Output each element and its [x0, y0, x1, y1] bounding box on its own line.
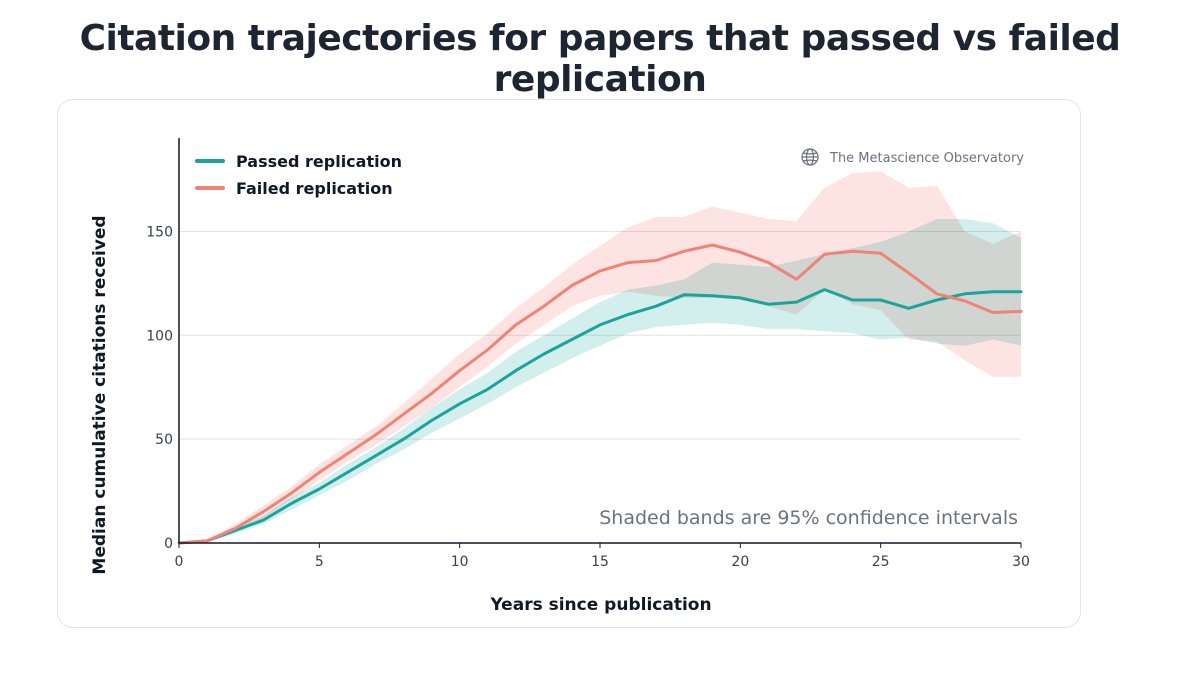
x-tick-label-25: 25 — [872, 554, 890, 570]
x-tick-label-5: 5 — [315, 554, 324, 570]
series-lines — [177, 243, 1023, 545]
legend-label-passed: Passed replication — [236, 152, 402, 171]
confidence-band-failed — [179, 171, 1021, 543]
globe-icon — [801, 148, 819, 166]
x-tick-label-15: 15 — [591, 554, 609, 570]
axes — [178, 138, 1022, 548]
legend: Passed replication Failed replication — [195, 152, 402, 198]
confidence-note: Shaded bands are 95% confidence interval… — [599, 507, 1018, 529]
series-line-failed — [177, 243, 1023, 545]
y-tick-label-0: 0 — [164, 536, 173, 552]
confidence-bands — [179, 171, 1021, 543]
y-tick-label-50: 50 — [155, 432, 173, 448]
x-tick-label-20: 20 — [731, 554, 749, 570]
chart: 0 50 100 150 0 5 10 15 20 25 30 Years since public… — [90, 138, 1030, 615]
series-line-passed — [177, 288, 1023, 545]
source-credit: The Metascience Observatory — [801, 148, 1024, 166]
tick-labels: 0 50 100 150 0 5 10 15 20 25 30 — [146, 224, 1030, 570]
y-tick-label-150: 150 — [146, 224, 173, 240]
source-label: The Metascience Observatory — [829, 151, 1024, 166]
x-axis-title: Years since publication — [489, 595, 711, 615]
x-tick-label-10: 10 — [451, 554, 469, 570]
y-tick-label-100: 100 — [146, 328, 173, 344]
legend-label-failed: Failed replication — [236, 179, 393, 198]
y-axis-title: Median cumulative citations received — [90, 215, 110, 574]
x-tick-label-30: 30 — [1012, 554, 1030, 570]
chart-card: 0 50 100 150 0 5 10 15 20 25 30 Years since public… — [57, 99, 1081, 628]
x-tick-label-0: 0 — [175, 554, 184, 570]
page-title: Citation trajectories for papers that pa… — [79, 18, 1121, 100]
